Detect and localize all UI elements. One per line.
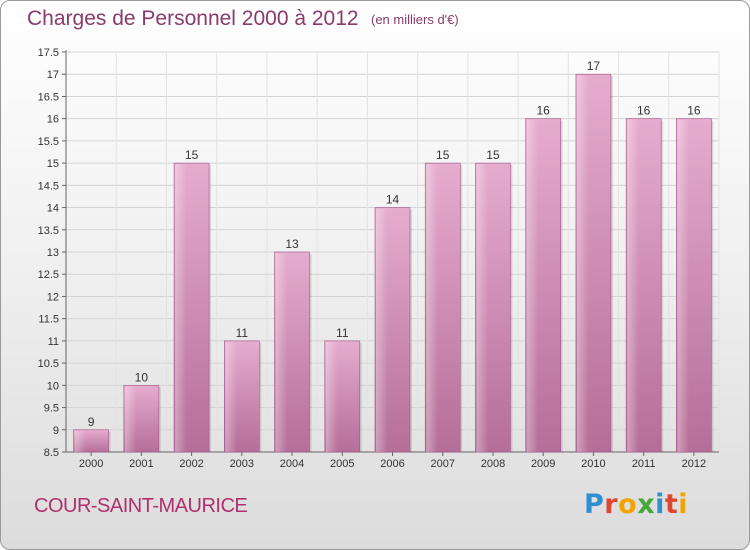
y-tick-label: 14: [47, 203, 59, 215]
logo-letter: x: [637, 489, 656, 520]
logo-letter: i: [678, 489, 689, 520]
y-tick-label: 10.5: [38, 358, 59, 370]
proxiti-logo: Proxiti: [584, 489, 688, 520]
y-tick-label: 9: [53, 425, 59, 437]
bar-highlight: [426, 164, 438, 452]
logo-letter: t: [664, 489, 679, 520]
x-tick-label: 2008: [481, 458, 505, 470]
x-tick-label: 2001: [129, 458, 153, 470]
bar-value-label: 10: [135, 370, 149, 384]
bar-highlight: [74, 430, 87, 452]
x-tick-label: 2007: [430, 458, 454, 470]
bar-highlight: [175, 164, 187, 452]
commune-name: COUR-SAINT-MAURICE: [34, 495, 248, 517]
bar-value-label: 9: [88, 415, 95, 429]
bar-highlight: [325, 341, 338, 452]
bar-value-label: 17: [587, 59, 601, 73]
y-tick-label: 15.5: [38, 136, 59, 148]
bar-value-label: 15: [185, 148, 199, 162]
logo-letter: P: [584, 489, 605, 520]
chart-title: Charges de Personnel 2000 à 2012: [27, 7, 359, 30]
bar-value-label: 16: [537, 104, 551, 118]
y-tick-label: 11.5: [38, 314, 59, 326]
y-tick-label: 16: [47, 114, 59, 126]
y-tick-label: 9.5: [44, 403, 59, 415]
y-tick-label: 13: [47, 247, 59, 259]
logo-letter: i: [655, 489, 665, 520]
x-tick-label: 2009: [531, 458, 555, 470]
y-tick-label: 14.5: [38, 180, 59, 192]
bar-highlight: [476, 164, 489, 452]
y-tick-label: 16.5: [38, 91, 59, 103]
bar-highlight: [677, 119, 690, 453]
bar-value-label: 16: [687, 104, 701, 118]
axis-layer: 8.5 9 9.5 10 10.5 11 11.5 12 12.5 13 13.5 14 14.5 15 1…: [38, 47, 719, 459]
bar-value-label: 16: [637, 104, 651, 118]
bar-layer: [73, 73, 714, 453]
bar-value-label: 13: [285, 237, 299, 251]
y-tick-label: 12.5: [38, 269, 59, 281]
x-tick-label: 2002: [179, 458, 203, 470]
x-tick-label: 2003: [230, 458, 254, 470]
x-tick-label: 2004: [280, 458, 304, 470]
bar-value-label: 15: [436, 148, 450, 162]
x-tick-label: 2000: [79, 458, 103, 470]
y-tick-label: 8.5: [44, 447, 59, 459]
bar-value-label: 15: [486, 148, 500, 162]
x-tick-label: 2011: [632, 458, 656, 470]
bar-value-label: 14: [386, 193, 400, 207]
x-tick-label: 2006: [380, 458, 404, 470]
bar-highlight: [627, 119, 639, 453]
y-tick-label: 17: [47, 69, 59, 81]
bar-value-label: 11: [236, 326, 249, 340]
logo-letter: r: [604, 489, 619, 520]
bar-highlight: [275, 253, 288, 452]
y-tick-label: 17.5: [38, 47, 59, 59]
y-tick-label: 13.5: [38, 225, 59, 237]
logo-letter: o: [618, 489, 638, 520]
bar-highlight: [526, 119, 539, 453]
bar-highlight: [225, 341, 237, 452]
y-tick-label: 15: [47, 158, 59, 170]
bar-value-label: 11: [336, 326, 349, 340]
y-tick-label: 11: [48, 336, 59, 348]
label-layer: 9 2000 10 2001 15 2002 11 2003 13 2004 11 2005 14 200…: [79, 59, 706, 470]
x-tick-label: 2012: [682, 458, 706, 470]
bar-highlight: [576, 75, 589, 452]
bar-highlight: [124, 386, 137, 452]
x-tick-label: 2005: [330, 458, 354, 470]
x-tick-label: 2010: [581, 458, 605, 470]
y-tick-label: 10: [47, 380, 59, 392]
y-tick-label: 12: [47, 291, 59, 303]
chart-subtitle: (en milliers d'€): [371, 12, 459, 27]
bar-highlight: [376, 208, 388, 452]
